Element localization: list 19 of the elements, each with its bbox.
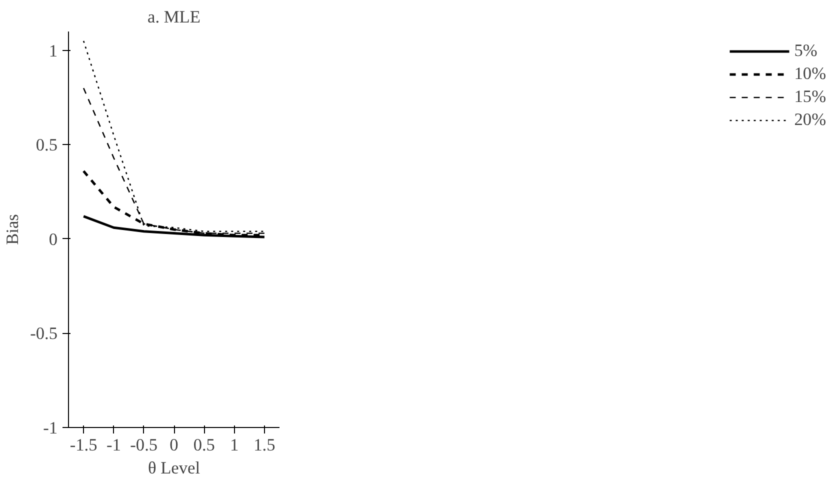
x-tick-label: 0 <box>170 436 178 454</box>
y-tick-label: -0.5 <box>30 324 58 344</box>
legend-label: 15% <box>794 87 826 107</box>
legend-label: 10% <box>794 64 826 84</box>
x-tick-label: -1.5 <box>70 436 98 454</box>
y-tick-label: 1 <box>48 41 58 60</box>
x-tick-label: 1.5 <box>254 436 276 454</box>
y-tick-label: -1 <box>43 418 58 438</box>
y-axis-title: Bias <box>3 214 22 245</box>
x-tick-label: -0.5 <box>130 436 158 454</box>
x-tick-label: 0.5 <box>193 436 215 454</box>
legend-label: 20% <box>794 110 826 130</box>
y-tick-label: 0 <box>48 230 58 249</box>
x-tick-label: 1 <box>230 436 239 454</box>
x-axis-title: θ Level <box>148 458 200 478</box>
chart-title: a. MLE <box>148 8 200 26</box>
legend-label: 5% <box>794 41 818 61</box>
y-tick-label: 0.5 <box>36 136 58 155</box>
x-tick-label: -1 <box>106 436 121 454</box>
